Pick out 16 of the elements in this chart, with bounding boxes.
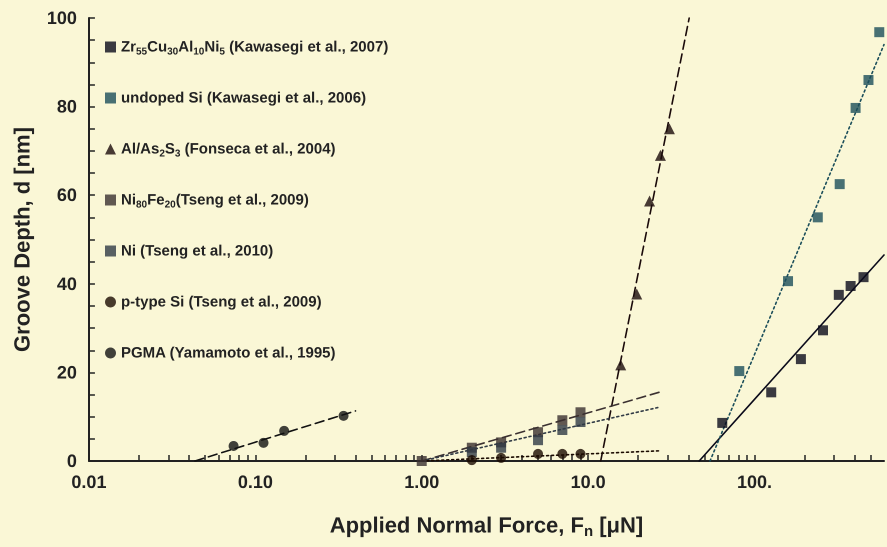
x-tick-label: 10.0 [570,472,606,492]
x-tick-label: 100. [736,472,772,492]
legend-label: undoped Si (Kawasegi et al., 2006) [121,90,366,106]
x-tick-label: 1.00 [404,472,440,492]
legend-label: PGMA (Yamamoto et al., 1995) [121,344,336,362]
y-axis-title: Groove Depth, d [nm] [10,127,34,352]
y-tick-label: 40 [56,274,77,294]
y-tick-label: 0 [66,451,77,471]
y-tick-label: 80 [56,96,77,117]
y-tick-label: 100 [46,8,77,28]
legend-label: p-type Si (Tseng et al., 2009) [121,294,322,310]
y-tick-label: 60 [56,185,77,206]
x-tick-label: 0.10 [238,472,273,492]
x-tick-label: 0.01 [71,472,106,492]
y-tick-label: 20 [56,362,77,382]
legend-label: Ni (Tseng et al., 2010) [121,242,274,260]
